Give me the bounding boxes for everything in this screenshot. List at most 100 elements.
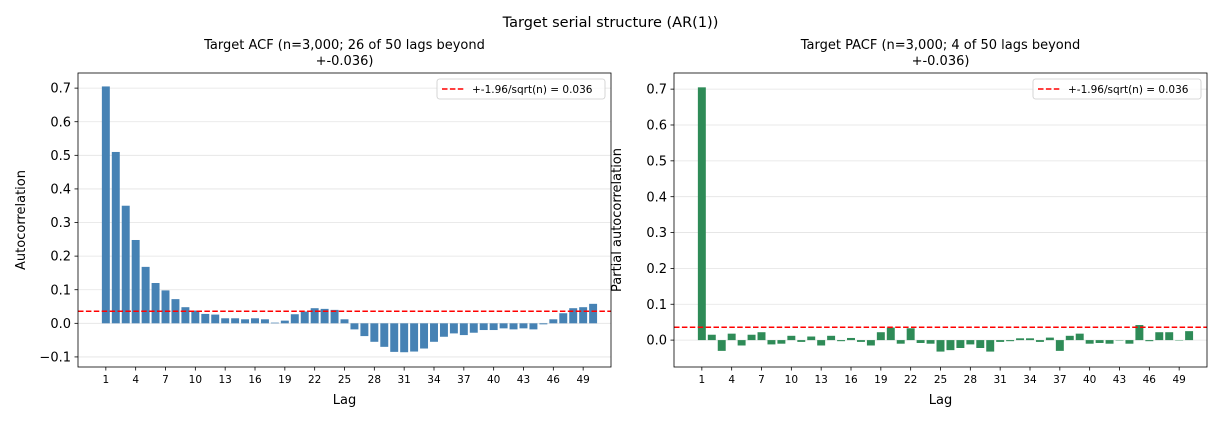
acf-bar <box>529 323 538 330</box>
acf-bar <box>360 323 369 337</box>
acf-xtick-label: 16 <box>248 374 262 386</box>
acf-ytick-label: 0.0 <box>50 317 71 332</box>
acf-bar <box>310 308 319 324</box>
pacf-xtick-label: 34 <box>1023 374 1037 386</box>
pacf-bar <box>747 334 756 341</box>
acf-bar <box>509 323 518 330</box>
pacf-bar <box>926 340 935 344</box>
pacf-axes-frame <box>673 72 1208 368</box>
acf-bar <box>290 314 299 324</box>
pacf-bar <box>787 335 796 341</box>
acf-bar <box>449 323 458 334</box>
acf-bar <box>270 322 279 324</box>
pacf-ytick-label: 0.7 <box>646 83 667 98</box>
pacf-bar <box>1125 340 1134 344</box>
acf-legend-box <box>436 78 606 100</box>
pacf-xtick-label: 43 <box>1113 374 1126 386</box>
acf-bar <box>420 323 429 349</box>
acf-bar <box>161 290 170 324</box>
acf-bar <box>181 307 190 324</box>
pacf-bar <box>847 337 855 341</box>
acf-xtick-label: 19 <box>278 374 291 386</box>
pacf-xtick-label: 19 <box>874 374 887 386</box>
pacf-bar <box>1016 338 1025 341</box>
pacf-bar <box>1145 340 1154 342</box>
acf-bar <box>131 239 140 324</box>
pacf-ytick-label: 0.1 <box>646 298 667 313</box>
acf-bar <box>439 323 448 337</box>
acf-xlabel: Lag <box>333 393 356 408</box>
pacf-bar <box>1006 340 1015 342</box>
pacf-xlabel: Lag <box>929 393 952 408</box>
pacf-ytick-label: 0.2 <box>646 262 667 277</box>
pacf-xtick-label: 40 <box>1083 374 1096 386</box>
pacf-bar <box>827 335 836 341</box>
acf-bar <box>539 323 548 325</box>
pacf-bar <box>1155 332 1164 341</box>
acf-bar <box>231 318 240 324</box>
pacf-bar <box>946 340 955 351</box>
acf-bar <box>479 323 488 331</box>
pacf-bar <box>707 334 716 341</box>
pacf-bar <box>1185 331 1194 341</box>
pacf-xtick-label: 13 <box>814 374 827 386</box>
pacf-bar <box>976 340 985 348</box>
pacf-bar <box>1055 340 1064 351</box>
acf-bar <box>489 323 498 331</box>
acf-bar <box>191 310 200 324</box>
pacf-bar <box>1026 338 1034 341</box>
acf-bar <box>350 323 359 330</box>
acf-xtick-label: 34 <box>427 374 441 386</box>
pacf-xtick-label: 31 <box>993 374 1006 386</box>
pacf-bar <box>1105 340 1114 344</box>
acf-bar <box>151 283 160 324</box>
pacf-bar <box>737 340 746 346</box>
pacf-bar <box>986 340 995 352</box>
pacf-xtick-label: 46 <box>1143 374 1157 386</box>
acf-bar <box>370 323 379 342</box>
acf-xtick-label: 31 <box>397 374 410 386</box>
pacf-xtick-label: 1 <box>698 374 705 386</box>
pacf-bar <box>1095 340 1104 343</box>
acf-bar <box>380 323 389 347</box>
pacf-bar <box>886 327 895 341</box>
pacf-bar <box>797 340 806 342</box>
acf-ytick-label: 0.6 <box>50 115 71 130</box>
acf-bar <box>340 319 349 324</box>
acf-xtick-label: 4 <box>132 374 139 386</box>
acf-xtick-label: 28 <box>368 374 381 386</box>
acf-ytick-label: −0.1 <box>39 351 71 366</box>
pacf-ytick-label: 0.6 <box>646 119 667 134</box>
acf-bar <box>459 323 468 336</box>
pacf-bar <box>757 332 766 341</box>
acf-bar <box>579 307 588 324</box>
pacf-bar <box>1045 337 1054 341</box>
pacf-xtick-label: 37 <box>1053 374 1066 386</box>
pacf-ylabel: Partial autocorrelation <box>610 148 625 292</box>
pacf-xtick-label: 22 <box>904 374 917 386</box>
pacf-title: Target PACF (n=3,000; 4 of 50 lags beyon… <box>800 38 1081 69</box>
pacf-bar <box>1135 325 1144 341</box>
acf-bar <box>201 313 210 324</box>
acf-bar <box>499 323 508 329</box>
pacf-bar <box>727 333 736 341</box>
acf-bar <box>121 205 130 324</box>
pacf-bar <box>1035 340 1044 342</box>
pacf-ytick-label: 0.0 <box>646 334 667 349</box>
acf-ytick-label: 0.5 <box>50 149 71 164</box>
acf-xtick-label: 1 <box>102 374 109 386</box>
pacf-bar <box>956 340 965 348</box>
pacf-bar <box>896 340 905 344</box>
pacf-bar <box>936 340 945 352</box>
acf-bar <box>430 323 438 342</box>
pacf-panel: 0.0 0.1 0.2 0.3 0.4 0.5 0.6 0.7 1 4 7 10 13 16 19 22 25 2… <box>610 38 1208 408</box>
acf-xtick-label: 25 <box>338 374 351 386</box>
acf-xtick-label: 46 <box>547 374 561 386</box>
acf-ytick-label: 0.4 <box>50 183 71 198</box>
pacf-bar <box>777 340 786 344</box>
acf-ytick-label: 0.2 <box>50 250 71 265</box>
pacf-bar <box>906 328 915 341</box>
pacf-bar <box>1085 340 1094 344</box>
pacf-bar <box>807 336 816 341</box>
